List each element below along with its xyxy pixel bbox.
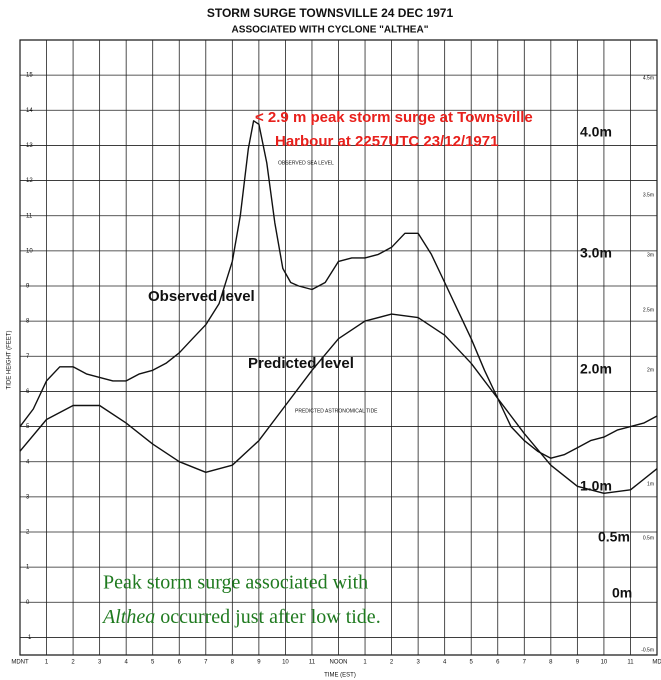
x-tick-label: 5 [470, 660, 474, 666]
x-tick-label: MD [652, 660, 661, 666]
y-tick-label: 10 [26, 248, 33, 254]
x-tick-label: 4 [443, 660, 447, 666]
x-tick-label: 9 [576, 660, 580, 666]
x-tick-label: 9 [257, 660, 261, 666]
x-tick-label: 5 [151, 660, 155, 666]
annotation: Peak storm surge associated with [103, 572, 368, 594]
x-tick-label: 1 [45, 660, 49, 666]
y-tick-label: 8 [26, 319, 30, 325]
y-tick-label: 1 [26, 565, 30, 571]
metre-scale-label: -0.5m [641, 647, 654, 653]
x-tick-label: 10 [601, 660, 608, 666]
x-tick-label: 7 [204, 660, 208, 666]
x-tick-label: 2 [71, 660, 75, 666]
x-tick-label: 2 [390, 660, 394, 666]
metre-label: 1.0m [580, 478, 612, 494]
y-axis-label: TIDE HEIGHT (FEET) [7, 331, 13, 390]
x-tick-label: MDNT [11, 660, 29, 666]
x-axis-label: TIME (EST) [324, 673, 356, 679]
y-tick-label: 4 [26, 459, 30, 465]
annotation: OBSERVED SEA LEVEL [278, 160, 334, 166]
x-tick-label: 6 [178, 660, 182, 666]
annotation: occurred just after low tide. [155, 606, 380, 628]
annotation-italic: Althea [101, 606, 155, 628]
x-tick-label: 10 [282, 660, 289, 666]
metre-scale-label: 2.5m [643, 307, 654, 313]
metre-scale-label: 0.5m [643, 535, 654, 541]
y-tick-label: 6 [26, 389, 30, 395]
y-tick-label: 5 [26, 424, 30, 430]
y-tick-label: 3 [26, 494, 30, 500]
y-tick-label: 15 [26, 73, 33, 79]
x-tick-label: 11 [309, 660, 316, 666]
y-tick-label: 2 [26, 530, 30, 536]
x-tick-label: 6 [496, 660, 500, 666]
metre-label: 0.5m [598, 529, 630, 545]
annotation: Harbour at 2257UTC 23/12/1971 [275, 133, 498, 150]
y-tick-label: 11 [26, 213, 33, 219]
metre-scale-label: 3.5m [643, 192, 654, 198]
annotation: Althea occurred just after low tide. [101, 606, 381, 628]
series-label: Predicted level [248, 355, 354, 372]
x-tick-label: 8 [549, 660, 553, 666]
x-tick-label: 8 [231, 660, 235, 666]
chart-subtitle: ASSOCIATED WITH CYCLONE "ALTHEA" [232, 25, 429, 36]
x-tick-label: NOON [330, 660, 348, 666]
x-tick-label: 3 [416, 660, 420, 666]
chart-title: STORM SURGE TOWNSVILLE 24 DEC 1971 [207, 6, 454, 20]
y-tick-label: 12 [26, 178, 33, 184]
y-tick-label: 13 [26, 143, 33, 149]
x-tick-label: 11 [627, 660, 634, 666]
metre-scale-label: 4.5m [643, 75, 654, 81]
x-tick-label: 1 [363, 660, 367, 666]
y-tick-label: 7 [26, 354, 30, 360]
metre-scale-label: 1m [647, 481, 654, 487]
metre-scale-label: 3m [647, 252, 654, 258]
x-tick-label: 4 [124, 660, 128, 666]
y-tick-label: -1 [26, 635, 32, 641]
metre-label: 4.0m [580, 124, 612, 140]
annotation: < 2.9 m peak storm surge at Townsville [255, 109, 533, 126]
series-line [19, 120, 658, 459]
y-tick-label: 9 [26, 284, 30, 290]
metre-label: 2.0m [580, 361, 612, 377]
x-tick-label: 3 [98, 660, 102, 666]
metre-label: 3.0m [580, 245, 612, 261]
y-tick-label: 14 [26, 108, 33, 114]
annotation: PREDICTED ASTRONOMICAL TIDE [295, 408, 378, 414]
metre-label: 0m [612, 585, 632, 601]
x-tick-label: 7 [523, 660, 527, 666]
metre-scale-label: 2m [647, 367, 654, 373]
series-line [19, 313, 658, 494]
series-label: Observed level [148, 288, 255, 305]
y-tick-label: 0 [26, 600, 30, 606]
